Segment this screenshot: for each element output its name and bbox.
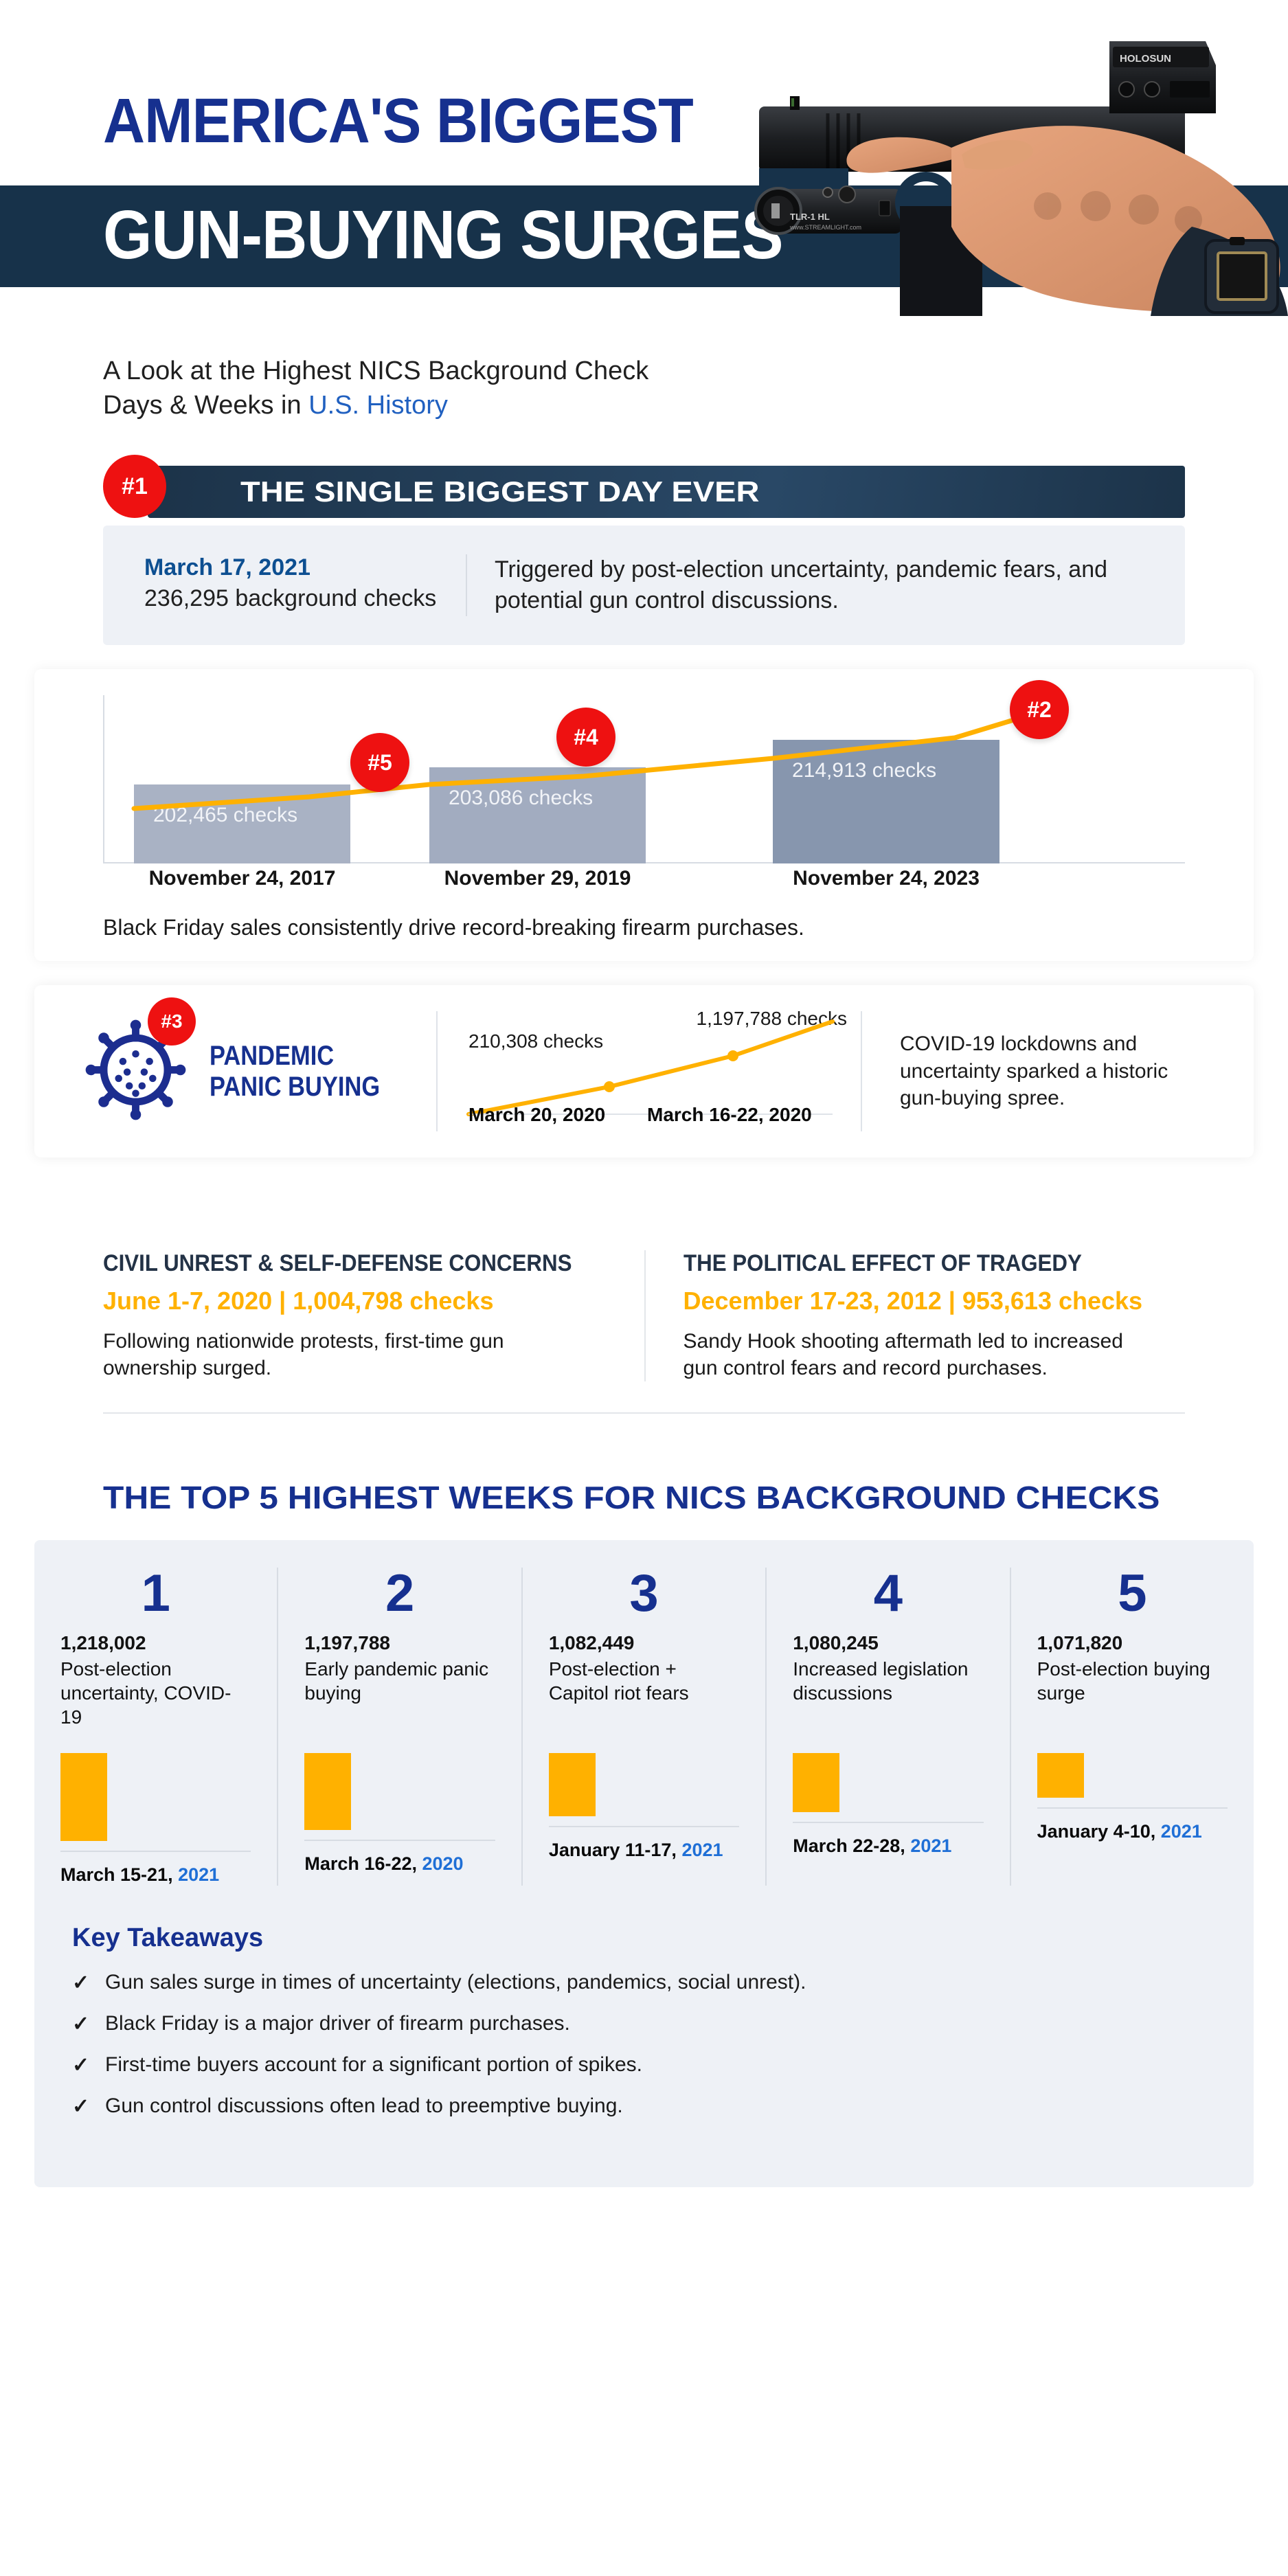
- svg-text:TLR-1 HL: TLR-1 HL: [790, 212, 830, 222]
- svg-text:HOLOSUN: HOLOSUN: [1120, 53, 1171, 65]
- svg-text:www.STREAMLIGHT.com: www.STREAMLIGHT.com: [789, 224, 861, 231]
